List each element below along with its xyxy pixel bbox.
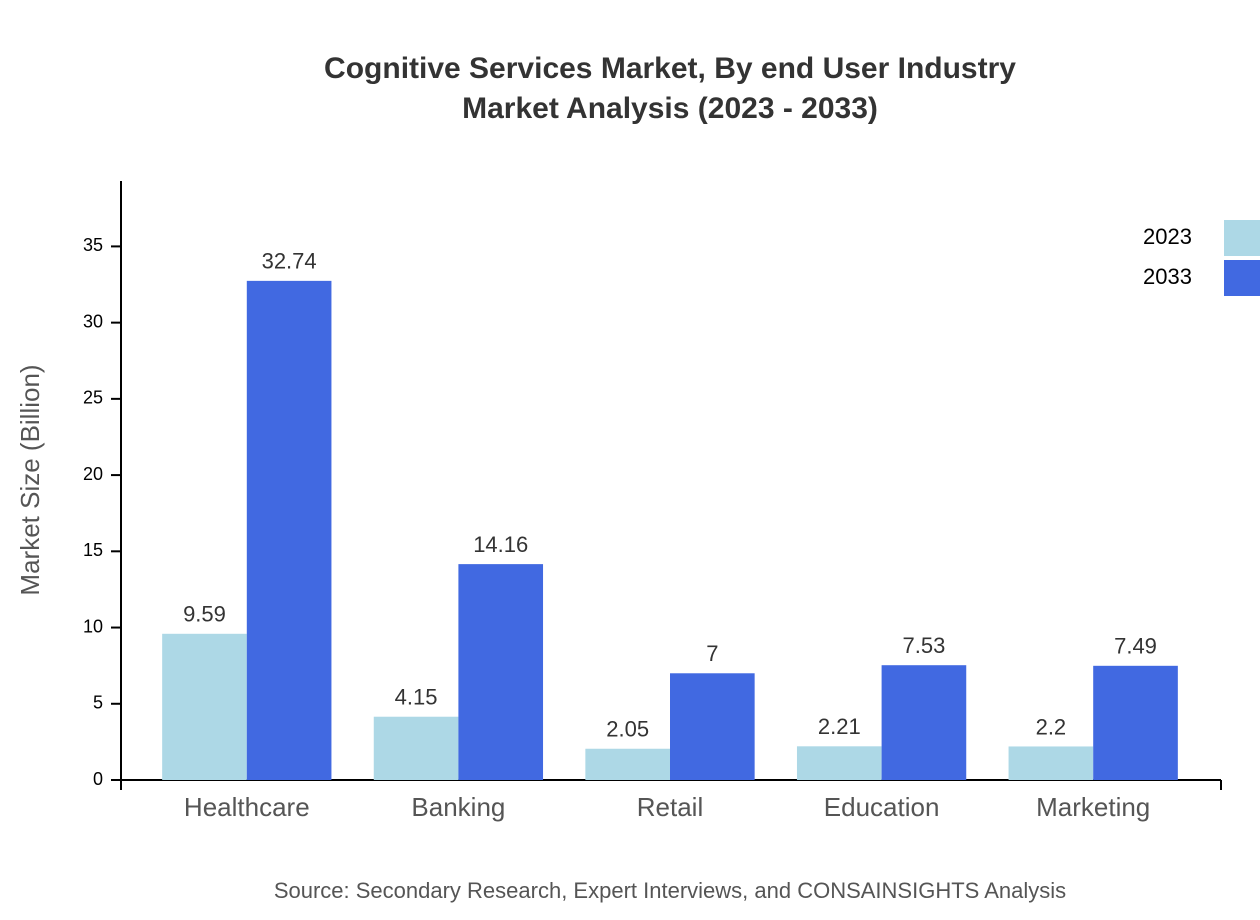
y-tick-label: 30 <box>83 311 103 331</box>
legend-swatch <box>1224 260 1260 296</box>
bar <box>796 746 882 780</box>
bar <box>1093 665 1178 780</box>
x-tick-label: Marketing <box>1036 792 1150 822</box>
x-tick-label: Healthcare <box>184 792 310 822</box>
y-tick-label: 10 <box>83 616 103 636</box>
bar <box>1008 746 1094 780</box>
y-tick-label: 5 <box>93 693 103 713</box>
bar <box>881 665 967 780</box>
data-label: 7.53 <box>903 633 946 658</box>
y-axis-label: Market Size (Billion) <box>15 364 45 595</box>
x-tick-label: Education <box>824 792 940 822</box>
bar <box>585 748 670 780</box>
y-tick-label: 15 <box>83 540 103 560</box>
data-label: 7 <box>706 641 718 666</box>
legend-label: 2033 <box>1143 264 1192 289</box>
bar <box>162 633 247 780</box>
data-label: 9.59 <box>183 602 226 627</box>
data-label: 2.05 <box>606 717 649 742</box>
data-label: 7.49 <box>1114 634 1157 659</box>
y-tick-label: 0 <box>93 769 103 789</box>
chart-subtitle: Market Analysis (2023 - 2033) <box>462 92 878 125</box>
data-label: 32.74 <box>262 249 317 274</box>
x-tick-label: Retail <box>637 792 703 822</box>
y-tick-label: 35 <box>83 235 103 255</box>
bar <box>246 280 332 780</box>
y-tick-label: 25 <box>83 388 103 408</box>
legend-swatch <box>1224 220 1260 256</box>
chart-title: Cognitive Services Market, By end User I… <box>324 52 1016 85</box>
data-label: 4.15 <box>395 685 438 710</box>
data-label: 2.21 <box>818 714 861 739</box>
data-label: 2.2 <box>1036 714 1067 739</box>
bar <box>458 564 544 780</box>
bar <box>373 716 459 780</box>
legend-label: 2023 <box>1143 224 1192 249</box>
data-label: 14.16 <box>473 532 528 557</box>
x-tick-label: Banking <box>411 792 505 822</box>
source-note: Source: Secondary Research, Expert Inter… <box>274 878 1066 903</box>
y-tick-label: 20 <box>83 464 103 484</box>
bar <box>670 673 755 780</box>
